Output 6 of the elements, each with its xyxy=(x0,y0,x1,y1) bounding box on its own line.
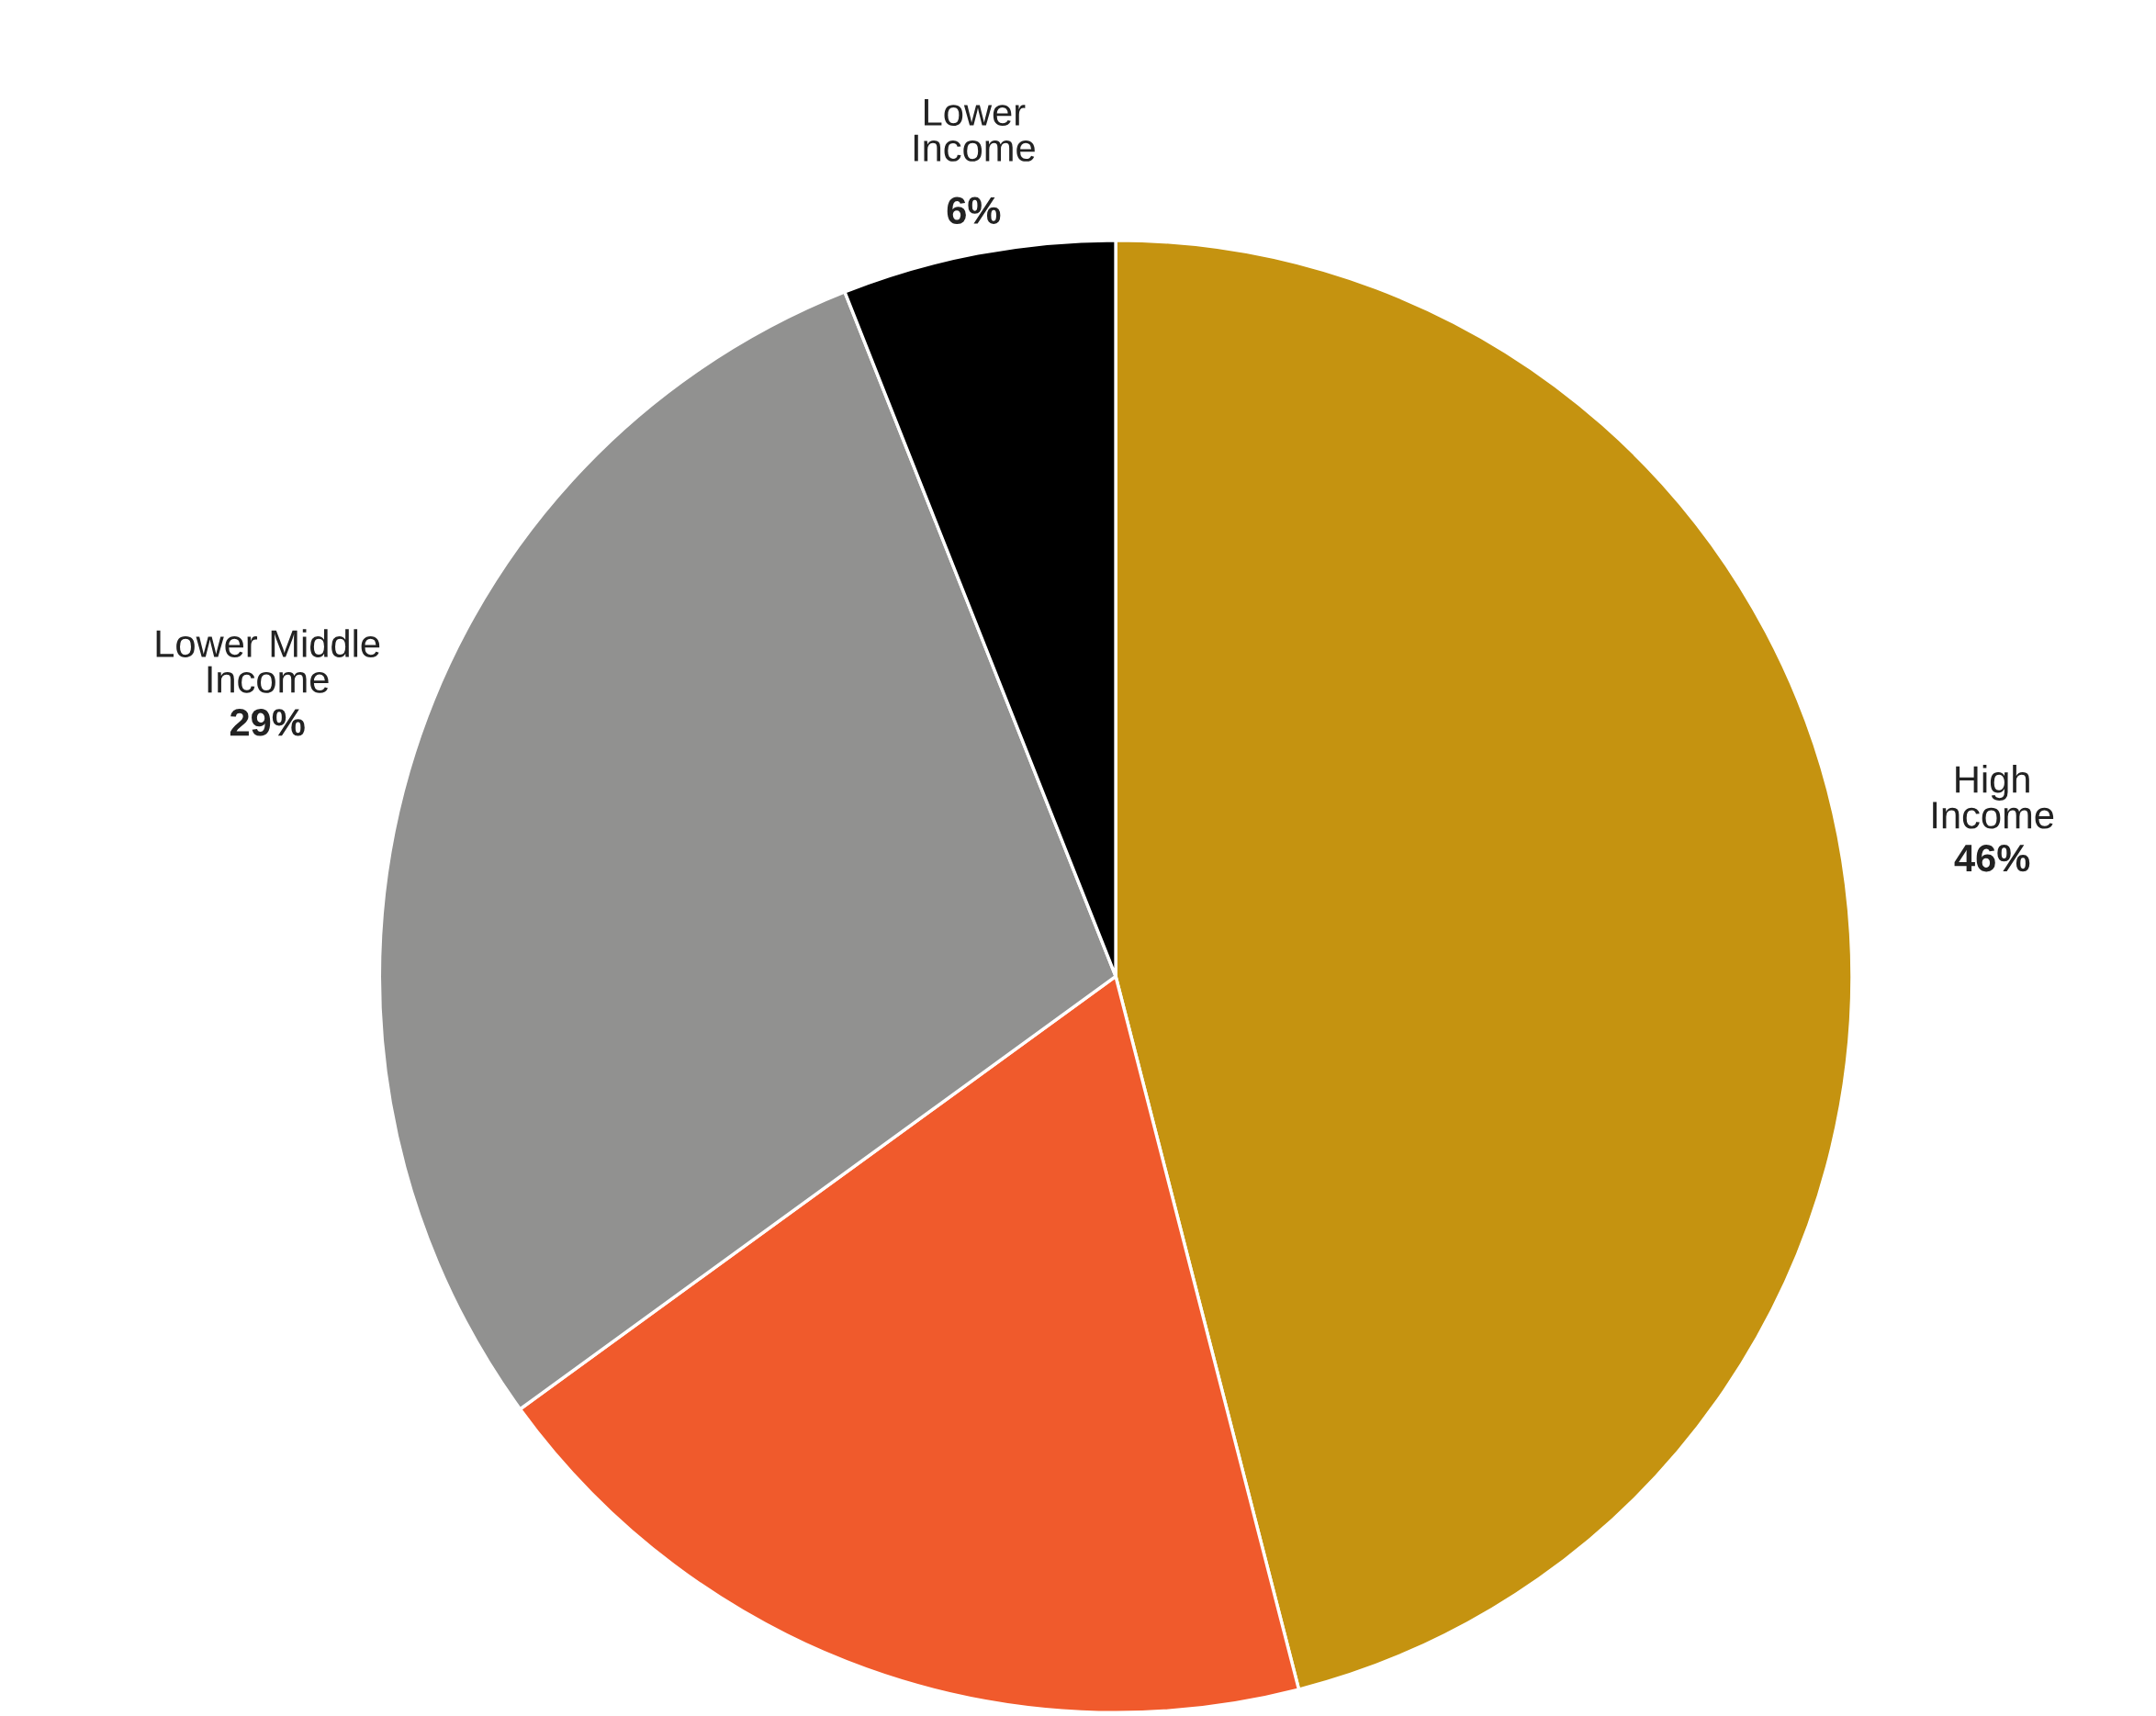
data-label: 46% xyxy=(1954,844,2030,872)
slice-label: Lower Middle Income xyxy=(156,629,380,693)
slice-label: Lower Income xyxy=(914,98,1035,162)
data-label: 6% xyxy=(947,196,1001,224)
data-label: 29% xyxy=(230,709,305,736)
slice-label: High Income xyxy=(1933,765,2054,829)
